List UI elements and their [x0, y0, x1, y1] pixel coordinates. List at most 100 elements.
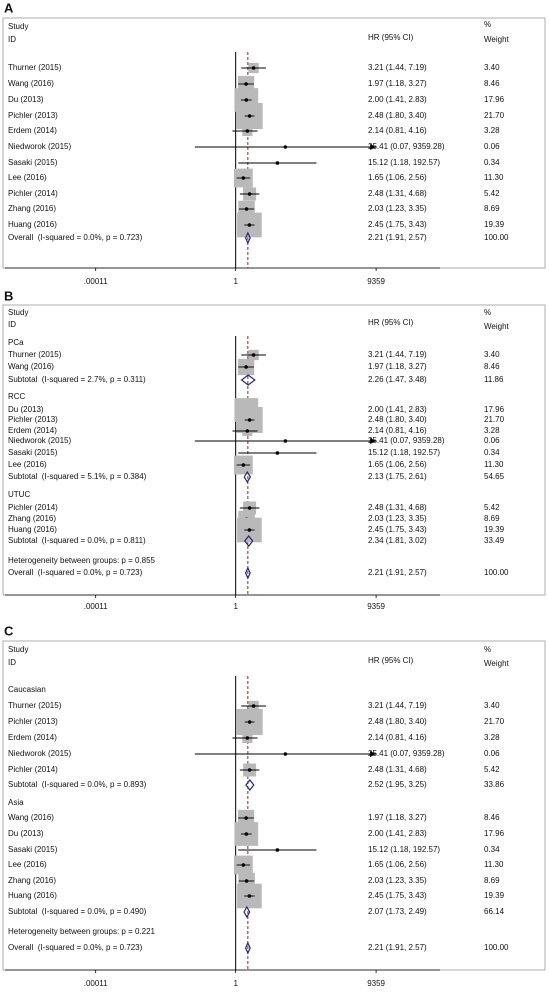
x-tick-label: .00011	[84, 602, 108, 611]
estimate-label: 25.41 (0.07, 9359.28)	[368, 142, 445, 151]
weight-label: 100.00	[484, 568, 509, 577]
weight-label: 0.06	[484, 749, 500, 758]
row-label: Subtotal (I-squared = 0.0%, p = 0.893)	[8, 780, 147, 789]
row-label: Subtotal (I-squared = 0.0%, p = 0.490)	[8, 907, 147, 916]
weight-label: 11.30	[484, 173, 504, 182]
weight-label: 8.69	[484, 514, 500, 523]
row-label: Lee (2016)	[8, 460, 47, 469]
estimate-label: 2.03 (1.23, 3.35)	[368, 204, 427, 213]
weight-label: 3.40	[484, 701, 500, 710]
estimate-label: 2.45 (1.75, 3.43)	[368, 891, 427, 900]
row-label: Wang (2016)	[8, 362, 54, 371]
row-label: Pichler (2013)	[8, 717, 58, 726]
header-study: Study	[8, 22, 28, 31]
summary-diamond	[245, 779, 255, 791]
row-label: Subtotal (I-squared = 5.1%, p = 0.384)	[8, 472, 147, 481]
ci-arrow	[370, 751, 377, 757]
weight-label: 0.34	[484, 845, 500, 854]
weight-label: 3.28	[484, 733, 500, 742]
weight-label: 11.86	[484, 375, 504, 384]
estimate-label: 2.45 (1.75, 3.43)	[368, 525, 427, 534]
estimate-label: 2.45 (1.75, 3.43)	[368, 220, 427, 229]
estimate-label: 2.26 (1.47, 3.48)	[368, 375, 427, 384]
header-study: Study	[8, 645, 28, 654]
row-label: Huang (2016)	[8, 891, 57, 900]
point-estimate	[244, 365, 248, 369]
estimate-label: 1.97 (1.18, 3.27)	[368, 362, 427, 371]
weight-label: 5.42	[484, 503, 500, 512]
row-label: Lee (2016)	[8, 173, 47, 182]
point-estimate	[245, 129, 250, 133]
point-estimate	[251, 704, 256, 708]
weight-label: 3.40	[484, 350, 500, 359]
point-estimate	[247, 720, 252, 724]
estimate-label: 2.14 (0.81, 4.16)	[368, 733, 427, 742]
point-estimate	[241, 176, 246, 180]
point-estimate	[247, 223, 252, 227]
header-study: Study	[8, 308, 28, 317]
point-estimate	[247, 894, 252, 898]
weight-label: 17.96	[484, 405, 505, 414]
header-percent: %	[484, 645, 491, 654]
panel-label: A	[4, 0, 14, 15]
weight-label: 5.42	[484, 189, 500, 198]
weight-label: 19.39	[484, 525, 505, 534]
header-percent: %	[484, 308, 491, 317]
estimate-label: 2.48 (1.80, 3.40)	[368, 717, 427, 726]
row-label: Overall (I-squared = 0.0%, p = 0.723)	[8, 233, 143, 242]
row-label: Sasaki (2015)	[8, 448, 58, 457]
row-label: Overall (I-squared = 0.0%, p = 0.723)	[8, 943, 143, 952]
estimate-label: 15.12 (1.18, 192.57)	[368, 845, 440, 854]
weight-label: 11.30	[484, 460, 504, 469]
row-label: Sasaki (2015)	[8, 845, 58, 854]
weight-label: 8.46	[484, 362, 500, 371]
point-estimate	[283, 439, 288, 443]
row-label: Erdem (2014)	[8, 733, 57, 742]
header-estimate: HR (95% CI)	[368, 33, 414, 42]
weight-label: 0.34	[484, 448, 500, 457]
point-estimate	[275, 161, 280, 165]
row-label: UTUC	[8, 490, 30, 499]
point-estimate	[247, 192, 252, 196]
estimate-label: 1.65 (1.06, 2.56)	[368, 173, 427, 182]
header-weight: Weight	[484, 35, 510, 44]
estimate-label: 2.14 (0.81, 4.16)	[368, 126, 427, 135]
x-tick-label: 9359	[367, 602, 385, 611]
row-label: Niedworok (2015)	[8, 436, 71, 445]
point-estimate	[244, 82, 248, 86]
x-tick-label: 9359	[367, 979, 385, 988]
estimate-label: 1.97 (1.18, 3.27)	[368, 813, 427, 822]
weight-label: 3.28	[484, 426, 500, 435]
estimate-label: 2.21 (1.91, 2.57)	[368, 568, 427, 577]
weight-label: 8.46	[484, 813, 500, 822]
weight-label: 0.06	[484, 436, 500, 445]
row-label: Pichler (2013)	[8, 415, 58, 424]
weight-label: 17.96	[484, 95, 505, 104]
row-label: Erdem (2014)	[8, 426, 57, 435]
point-estimate	[275, 451, 280, 455]
header-id: ID	[8, 658, 16, 667]
estimate-label: 1.65 (1.06, 2.56)	[368, 860, 427, 869]
estimate-label: 2.48 (1.31, 4.68)	[368, 189, 427, 198]
weight-label: 19.39	[484, 220, 505, 229]
point-estimate	[247, 768, 252, 772]
row-label: Thurner (2015)	[8, 701, 62, 710]
estimate-label: 2.34 (1.81, 3.02)	[368, 536, 427, 545]
point-estimate	[244, 98, 249, 102]
row-label: Du (2013)	[8, 829, 44, 838]
row-label: Caucasian	[8, 685, 46, 694]
point-estimate	[244, 207, 249, 211]
row-label: Lee (2016)	[8, 860, 47, 869]
row-label: Heterogeneity between groups: p = 0.855	[8, 556, 156, 565]
x-tick-label: .00011	[84, 979, 108, 988]
header-estimate: HR (95% CI)	[368, 656, 414, 665]
estimate-label: 2.03 (1.23, 3.35)	[368, 514, 427, 523]
estimate-label: 15.12 (1.18, 192.57)	[368, 448, 440, 457]
summary-diamond	[244, 231, 251, 245]
estimate-label: 2.07 (1.73, 2.49)	[368, 907, 427, 916]
weight-label: 0.06	[484, 142, 500, 151]
summary-diamond	[243, 470, 252, 484]
estimate-label: 2.14 (0.81, 4.16)	[368, 426, 427, 435]
estimate-label: 2.03 (1.23, 3.35)	[368, 876, 427, 885]
